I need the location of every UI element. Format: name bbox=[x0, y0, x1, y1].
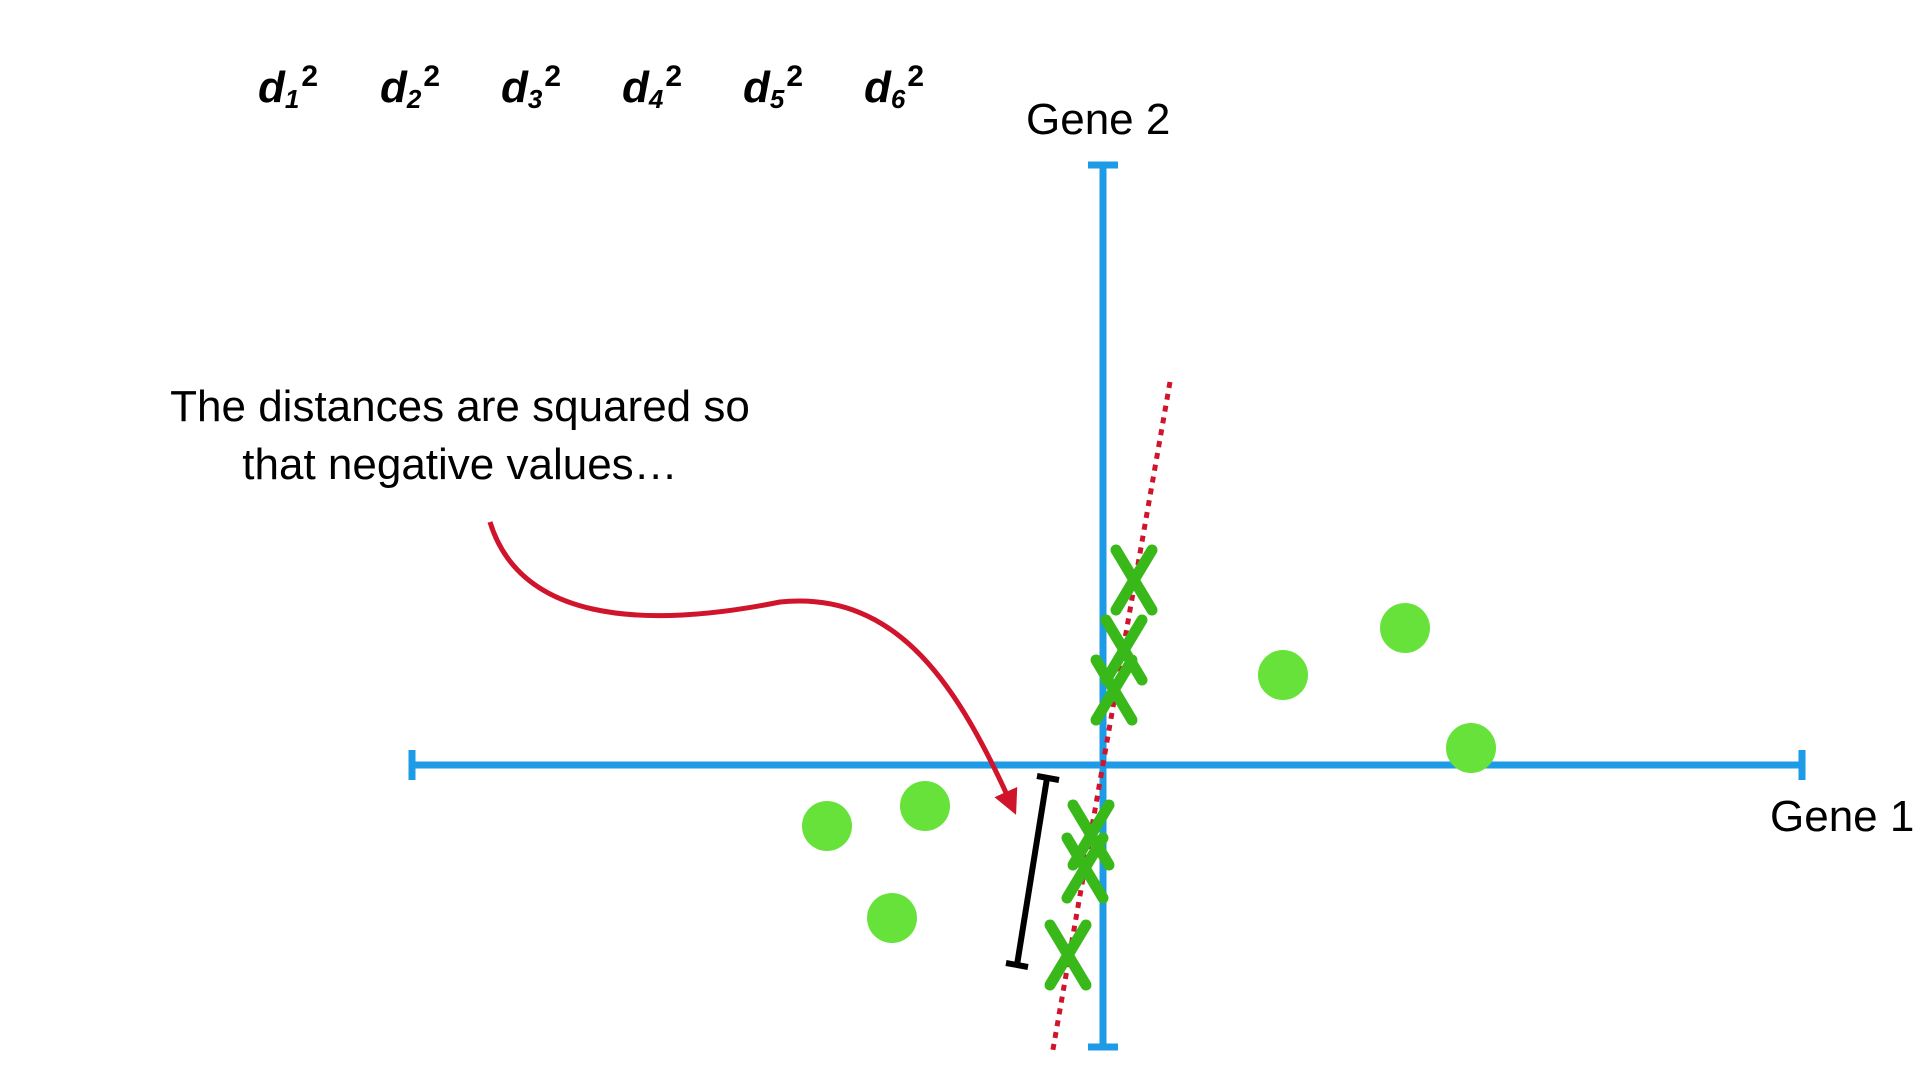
data-points bbox=[802, 603, 1496, 943]
y-axis-label: Gene 2 bbox=[1026, 95, 1171, 144]
projection-mark bbox=[1100, 614, 1148, 686]
projection-mark bbox=[1090, 654, 1138, 726]
projection-mark bbox=[1061, 832, 1109, 904]
distance-label-d4: d42 bbox=[622, 60, 683, 114]
distance-label-d5: d52 bbox=[743, 60, 804, 114]
data-point bbox=[867, 893, 917, 943]
data-point bbox=[1380, 603, 1430, 653]
distance-label-d2: d22 bbox=[380, 60, 441, 114]
distance-label-d6: d62 bbox=[864, 60, 925, 114]
x-axis bbox=[408, 750, 1806, 780]
distance-label-d3: d32 bbox=[501, 60, 562, 114]
annotation-line-1: The distances are squared so bbox=[170, 382, 750, 431]
projected-points bbox=[1044, 544, 1158, 991]
annotation-line-2: that negative values… bbox=[242, 440, 678, 489]
x-axis-label: Gene 1 bbox=[1770, 792, 1915, 841]
data-point bbox=[802, 801, 852, 851]
annotation-arrow bbox=[487, 521, 1018, 815]
projection-mark bbox=[1044, 919, 1092, 991]
annotation-text: The distances are squared so that negati… bbox=[120, 378, 800, 494]
distance-label-d1: d12 bbox=[258, 60, 319, 114]
data-point bbox=[1446, 723, 1496, 773]
distance-bracket bbox=[1005, 773, 1060, 970]
data-point bbox=[1258, 650, 1308, 700]
data-point bbox=[900, 781, 950, 831]
projection-mark bbox=[1110, 544, 1158, 616]
